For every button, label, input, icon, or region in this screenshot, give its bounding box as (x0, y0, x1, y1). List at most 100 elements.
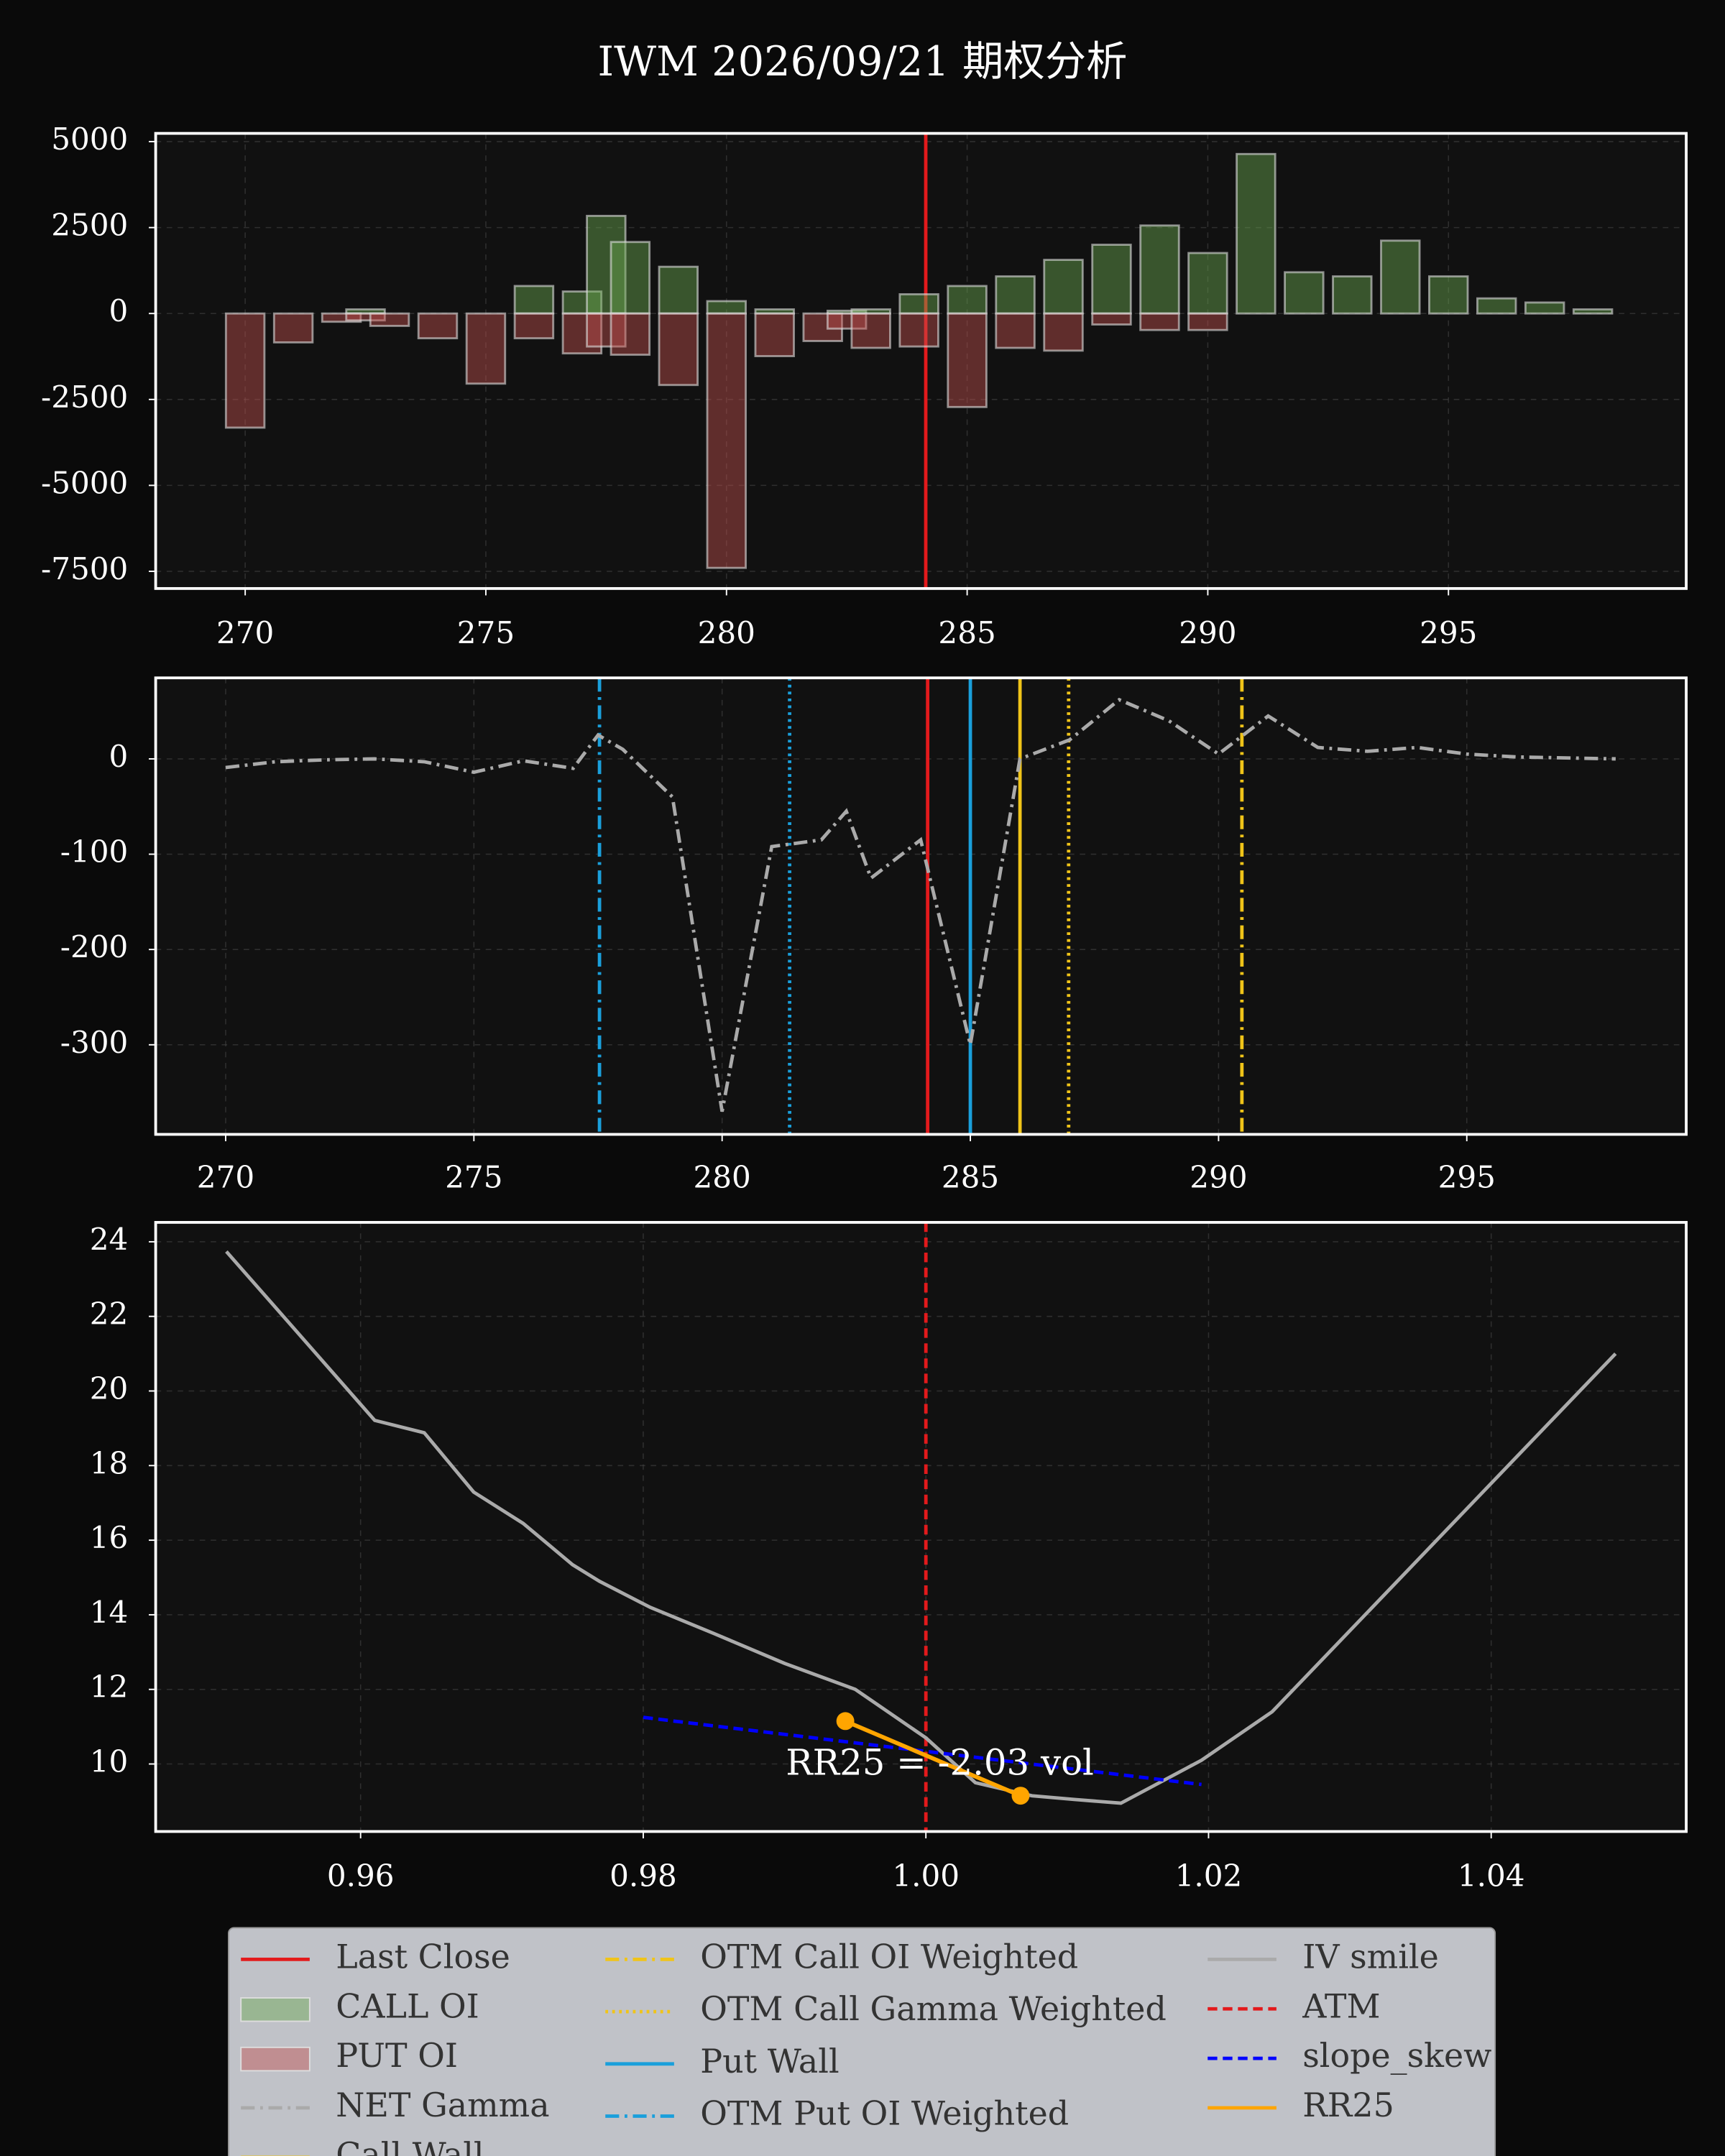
x-tick-label: 280 (698, 615, 755, 650)
bar (1091, 312, 1132, 326)
x-tick-label: 295 (1438, 1160, 1496, 1195)
marker (1011, 1787, 1030, 1805)
bar (947, 285, 988, 315)
bar (754, 312, 795, 357)
bar (995, 275, 1036, 315)
bar (995, 312, 1036, 349)
x-tick-label: 0.96 (327, 1858, 395, 1894)
legend-label: IV smile (1302, 1937, 1438, 1976)
bar (224, 312, 266, 429)
bar (1572, 308, 1614, 315)
bar (898, 312, 939, 348)
bar (1043, 259, 1084, 315)
bar (826, 312, 868, 330)
plot-area (155, 678, 1687, 1135)
y-tick-label: -300 (60, 1025, 129, 1060)
bar (345, 312, 386, 322)
bar (369, 312, 410, 327)
y-tick-label: -2500 (41, 379, 128, 415)
plot-frame (154, 676, 1688, 1136)
series-line (225, 1250, 1617, 1805)
y-tick-label: 22 (90, 1296, 129, 1332)
series-line (844, 1719, 1022, 1798)
legend-label: OTM Put OI Weighted (700, 2094, 1069, 2133)
y-tick-label: 10 (90, 1744, 129, 1779)
bar (658, 312, 699, 387)
bar (1332, 275, 1373, 315)
bar (1187, 252, 1228, 315)
series-line (643, 1715, 1202, 1787)
bar (513, 312, 555, 340)
bar (802, 312, 843, 342)
bar (610, 312, 651, 356)
bar (1476, 297, 1517, 315)
x-tick-label: 270 (216, 615, 274, 650)
legend-label: OTM Call OI Weighted (700, 1937, 1078, 1976)
bar (1524, 301, 1565, 315)
bar (1139, 312, 1180, 331)
x-tick-label: 275 (445, 1160, 502, 1195)
bar (1187, 312, 1228, 331)
x-tick-label: 285 (942, 1160, 999, 1195)
legend-label: RR25 (1302, 2086, 1394, 2124)
x-tick-label: 0.98 (610, 1858, 677, 1894)
x-tick-label: 275 (457, 615, 515, 650)
legend-label: NET Gamma (336, 2086, 549, 2124)
bar (561, 312, 603, 355)
y-tick-label: 5000 (51, 121, 128, 157)
marker (836, 1712, 855, 1731)
y-tick-label: 14 (90, 1595, 129, 1630)
bar (561, 290, 603, 315)
x-tick-label: 285 (938, 615, 995, 650)
series-line (225, 697, 1616, 1112)
legend-patch (240, 2046, 310, 2072)
plot-area (155, 133, 1687, 589)
bar (417, 312, 459, 340)
bar (610, 241, 651, 315)
y-tick-label: -5000 (41, 465, 128, 500)
figure-title: IWM 2026/09/21 期权分析 (597, 37, 1127, 86)
x-tick-label: 1.04 (1458, 1858, 1525, 1894)
y-tick-label: 0 (109, 293, 129, 328)
bar (898, 293, 939, 315)
bar (1091, 244, 1132, 315)
x-tick-label: 1.02 (1175, 1858, 1243, 1894)
bar (1043, 312, 1084, 352)
y-tick-label: 24 (90, 1222, 129, 1257)
legend-label: ATM (1302, 1986, 1380, 2025)
bar (706, 312, 747, 569)
bar (272, 312, 314, 344)
x-tick-label: 295 (1420, 615, 1477, 650)
x-tick-label: 270 (197, 1160, 254, 1195)
bar (465, 312, 507, 385)
bar (1380, 239, 1421, 315)
y-tick-label: 20 (90, 1370, 129, 1406)
legend-label: PUT OI (336, 2036, 458, 2075)
y-tick-label: 12 (90, 1669, 129, 1705)
bar (658, 265, 699, 315)
bar (947, 312, 988, 408)
y-tick-label: -200 (60, 929, 129, 964)
bar (1139, 224, 1180, 315)
annotation: RR25 = -2.03 vol (786, 1741, 1094, 1783)
legend-label: OTM Call Gamma Weighted (700, 1989, 1167, 2028)
bar (706, 300, 747, 315)
bar (513, 285, 555, 315)
legend-patch (240, 1997, 310, 2022)
legend-box (228, 1927, 1496, 2156)
bar (1284, 271, 1325, 315)
bar (1428, 275, 1469, 315)
legend-label: Last Close (336, 1937, 510, 1976)
y-tick-label: -100 (60, 834, 129, 870)
x-tick-label: 290 (1179, 615, 1236, 650)
x-tick-label: 1.00 (892, 1858, 960, 1894)
x-tick-label: 290 (1190, 1160, 1247, 1195)
plot-frame (154, 132, 1688, 590)
bar (1236, 152, 1276, 315)
y-tick-label: -7500 (41, 551, 128, 586)
legend-label: Call Wall (336, 2135, 484, 2156)
y-tick-label: 0 (109, 739, 129, 774)
plot-area (155, 1222, 1687, 1832)
y-tick-label: 18 (90, 1445, 129, 1480)
